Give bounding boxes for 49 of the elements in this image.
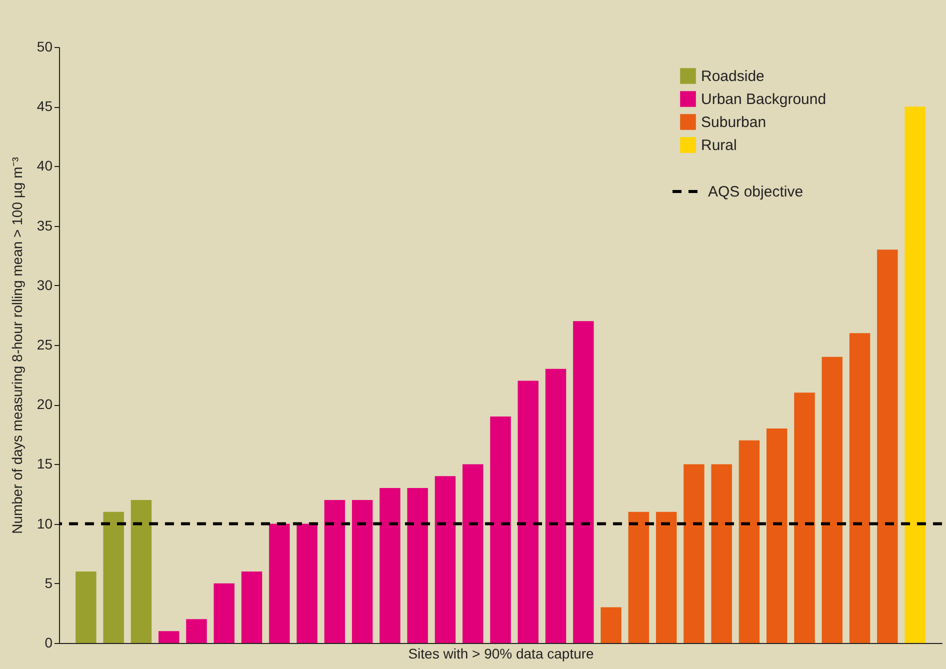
legend-label: AQS objective bbox=[708, 184, 804, 200]
bar bbox=[269, 524, 290, 643]
bar bbox=[103, 512, 124, 643]
bar bbox=[76, 571, 96, 643]
bar bbox=[573, 321, 594, 643]
bar bbox=[490, 416, 511, 643]
y-tick-label: 0 bbox=[44, 634, 53, 650]
bar bbox=[214, 583, 234, 643]
y-tick-label: 5 bbox=[44, 574, 53, 591]
x-axis-title: Sites with > 90% data capture bbox=[408, 646, 594, 662]
bar bbox=[462, 464, 484, 643]
y-tick-label: 25 bbox=[36, 336, 53, 352]
bar bbox=[877, 250, 898, 643]
bar bbox=[904, 106, 926, 643]
bar bbox=[296, 524, 318, 643]
bar bbox=[352, 500, 373, 643]
legend-label: Suburban bbox=[701, 114, 766, 131]
y-tick-label: 40 bbox=[36, 158, 53, 174]
y-tick-label: 30 bbox=[36, 276, 53, 293]
bar bbox=[766, 428, 788, 643]
legend-label: Roadside bbox=[701, 68, 764, 85]
y-axis-title: Number of days measuring 8-hour rolling mean > 100 µg m⁻³ bbox=[8, 156, 25, 534]
y-tick-label: 50 bbox=[36, 38, 53, 54]
bar bbox=[158, 631, 180, 643]
legend-label: Urban Background bbox=[701, 91, 826, 108]
y-tick-label: 35 bbox=[36, 217, 53, 234]
bar bbox=[545, 368, 566, 643]
y-tick-label: 45 bbox=[36, 98, 53, 114]
y-tick-label: 20 bbox=[36, 396, 53, 412]
bar bbox=[794, 392, 815, 643]
bar bbox=[130, 500, 152, 643]
bar bbox=[738, 440, 760, 643]
bar bbox=[711, 464, 732, 643]
y-tick-label: 15 bbox=[36, 456, 53, 472]
bar bbox=[518, 380, 538, 643]
y-tick-label: 10 bbox=[36, 515, 53, 532]
bar bbox=[628, 512, 650, 643]
bar bbox=[656, 512, 677, 643]
bar bbox=[684, 464, 704, 643]
bar bbox=[186, 619, 207, 643]
legend-label: Rural bbox=[701, 137, 737, 154]
bar bbox=[434, 476, 456, 643]
bar bbox=[324, 500, 346, 643]
bar bbox=[380, 488, 400, 643]
bar bbox=[600, 607, 622, 643]
bar bbox=[407, 488, 428, 643]
bar bbox=[822, 356, 843, 643]
bar bbox=[241, 571, 262, 643]
bar bbox=[849, 333, 870, 643]
